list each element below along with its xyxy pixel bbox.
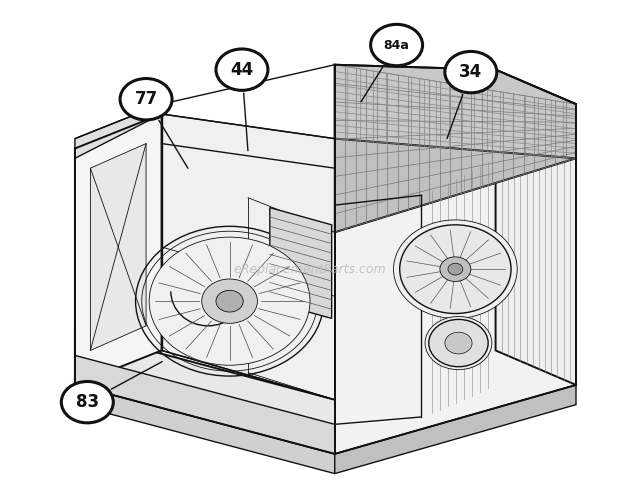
Circle shape: [440, 257, 471, 282]
Circle shape: [429, 320, 488, 367]
Text: 34: 34: [459, 63, 482, 81]
Polygon shape: [270, 207, 332, 319]
Circle shape: [445, 332, 472, 354]
Text: 77: 77: [135, 90, 157, 108]
Circle shape: [216, 290, 243, 312]
Polygon shape: [75, 331, 576, 454]
Circle shape: [216, 49, 268, 90]
Polygon shape: [91, 144, 146, 350]
Circle shape: [371, 24, 423, 66]
Circle shape: [61, 381, 113, 423]
Circle shape: [149, 237, 310, 365]
Circle shape: [400, 225, 511, 314]
Circle shape: [120, 79, 172, 120]
Polygon shape: [75, 355, 335, 454]
Circle shape: [202, 279, 257, 324]
Polygon shape: [495, 70, 576, 385]
Polygon shape: [75, 114, 162, 385]
Polygon shape: [335, 65, 576, 232]
Text: eReplacementParts.com: eReplacementParts.com: [234, 263, 386, 276]
Text: 44: 44: [230, 61, 254, 79]
Polygon shape: [335, 159, 576, 454]
Circle shape: [394, 220, 517, 319]
Circle shape: [445, 51, 497, 93]
Polygon shape: [335, 65, 576, 159]
Circle shape: [425, 317, 492, 370]
Text: 83: 83: [76, 393, 99, 411]
Text: 84a: 84a: [384, 39, 410, 51]
Polygon shape: [335, 385, 576, 474]
Circle shape: [448, 263, 463, 275]
Polygon shape: [162, 114, 335, 400]
Polygon shape: [75, 385, 335, 474]
Polygon shape: [75, 104, 162, 159]
